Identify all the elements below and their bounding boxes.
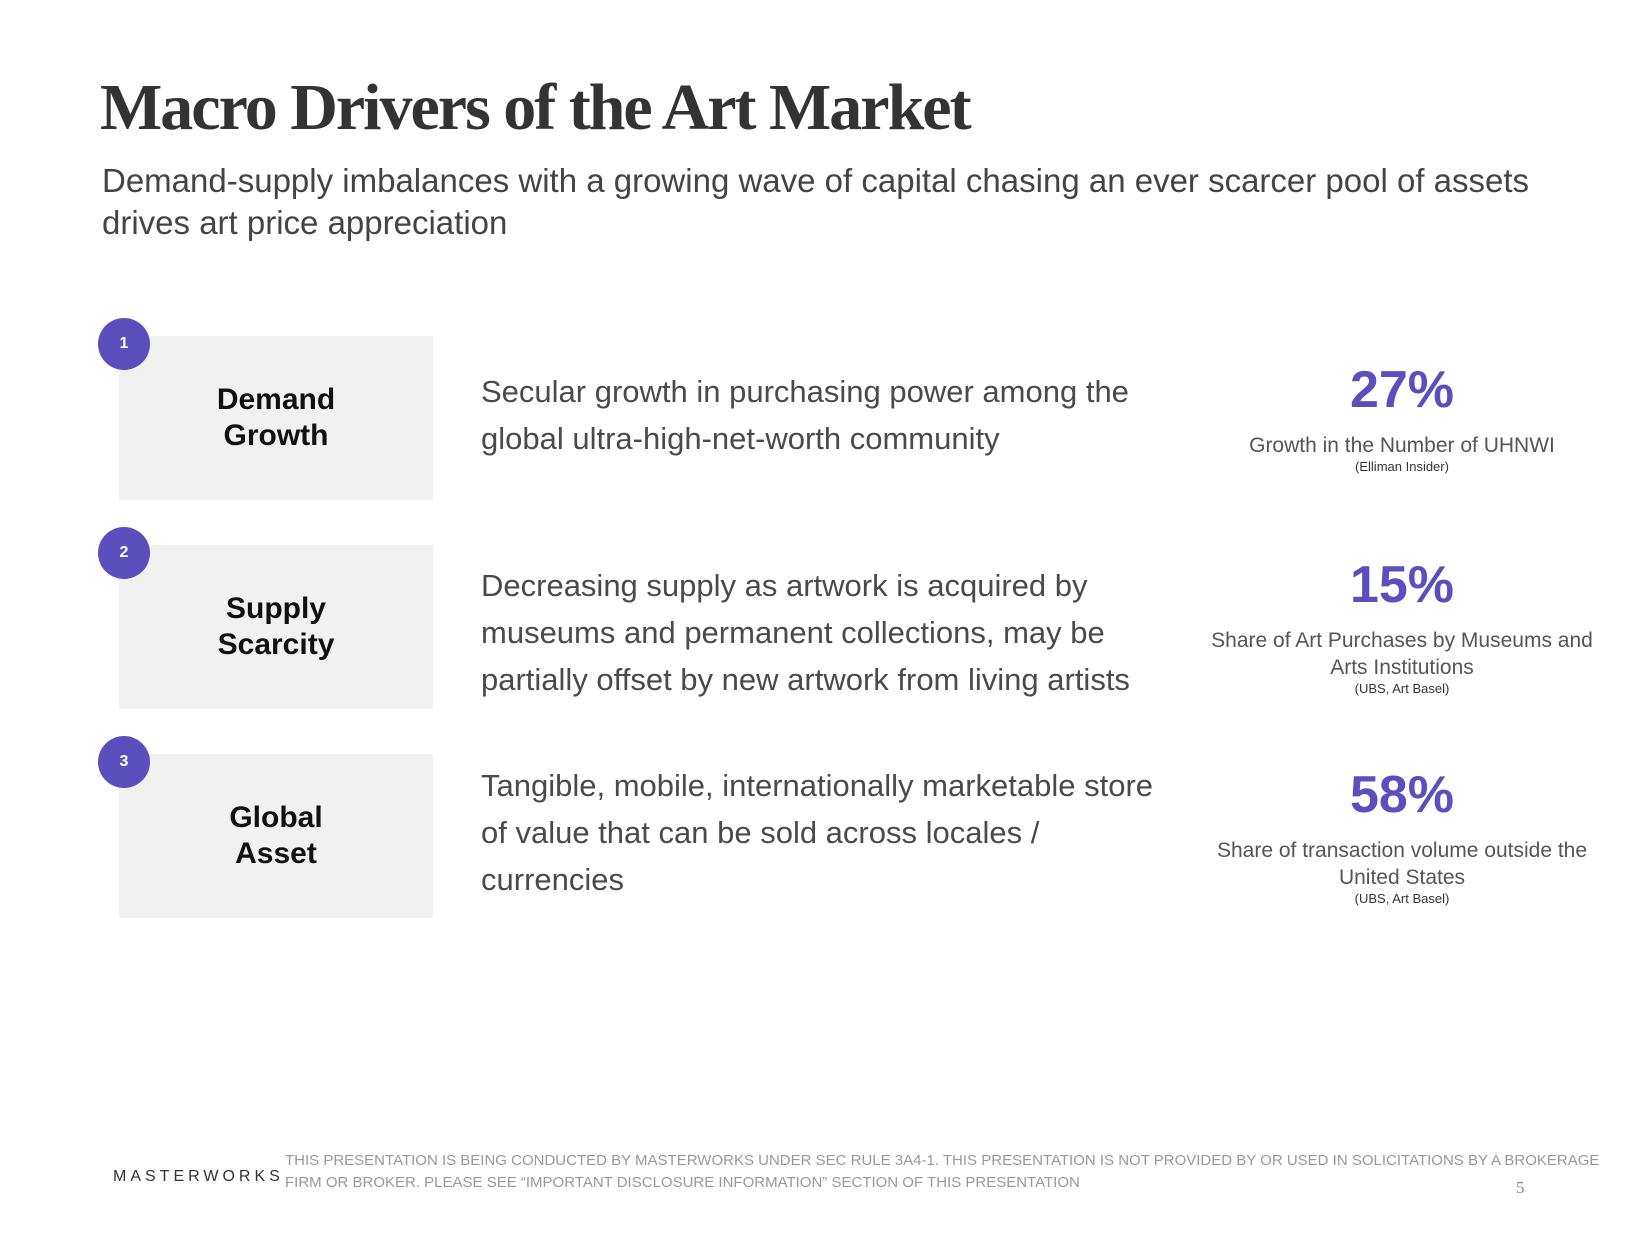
driver-number: 1 [98, 318, 150, 370]
driver-label: Supply Scarcity [119, 545, 433, 709]
stat-value: 15% [1349, 556, 1455, 614]
driver-number: 3 [98, 736, 150, 788]
driver-number: 2 [98, 527, 150, 579]
stat-block: 15% Share of Art Purchases by Museums and… [1202, 555, 1602, 697]
driver-description: Tangible, mobile, internationally market… [481, 768, 1154, 897]
stat-source: (Elliman Insider) [1355, 459, 1449, 474]
logo: MASTERWORKS [113, 1168, 284, 1185]
stat-value: 27% [1349, 361, 1455, 419]
stat-source: (UBS, Art Basel) [1354, 681, 1450, 696]
page-number: 5 [1516, 1178, 1525, 1197]
stat-caption: Share of Art Purchases by Museums and Ar… [1211, 629, 1593, 679]
driver-label: Global Asset [119, 754, 433, 918]
stat-block: 58% Share of transaction volume outside t… [1202, 765, 1602, 907]
driver-description: Secular growth in purchasing power among… [481, 374, 1129, 456]
driver-description: Decreasing supply as artwork is acquired… [481, 568, 1130, 697]
subtitle: Demand-supply imbalances with a growing … [102, 162, 1530, 241]
driver-label: Demand Growth [119, 336, 433, 500]
stat-caption: Share of transaction volume outside the … [1216, 839, 1588, 889]
stat-block: 27% Growth in the Number of UHNWI (Elliman… [1202, 360, 1602, 475]
title: Macro Drivers of the Art Market [100, 71, 972, 144]
stat-value: 58% [1349, 766, 1455, 824]
stat-caption: Growth in the Number of UHNWI [1249, 434, 1555, 457]
stat-source: (UBS, Art Basel) [1354, 891, 1450, 906]
disclaimer: THIS PRESENTATION IS BEING CONDUCTED BY … [285, 1152, 1600, 1191]
